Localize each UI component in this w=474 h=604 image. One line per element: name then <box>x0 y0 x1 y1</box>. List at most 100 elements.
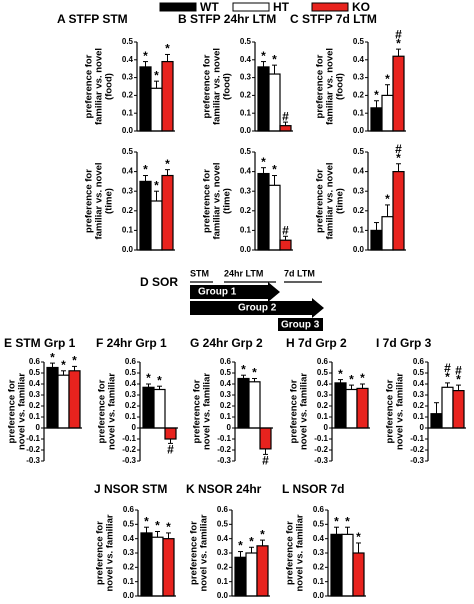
significance-mark: * <box>249 534 254 548</box>
y-tick-label: -0.3 <box>410 456 424 465</box>
significance-mark: * <box>261 155 266 169</box>
bar <box>279 239 292 251</box>
y-tick-label: 0.3 <box>123 548 135 557</box>
y-tick-label: 0.4 <box>413 379 425 388</box>
panel: H 7d Grp 2 -0.3 -0.2 -0.1 0 0.1 0.2 0.3 0.4 0.5 0.… <box>286 336 370 465</box>
y-tick-label: 0.1 <box>122 226 134 235</box>
significance-mark: * <box>144 514 149 528</box>
y-tick-label: 0.5 <box>353 147 365 156</box>
panel: F 24hr Grp 1 -0.3 -0.2 -0.1 0 0.1 0.2 0.3 0.4 0.5… <box>96 336 178 465</box>
y-tick-label: 0.2 <box>313 562 325 571</box>
y-tick-label: 0.2 <box>125 401 137 410</box>
y-tick-label: 0.4 <box>353 55 365 64</box>
significance-mark: * <box>396 151 401 165</box>
legend-swatch <box>159 2 197 12</box>
significance-mark: * <box>385 192 390 206</box>
significance-mark: # <box>262 454 269 468</box>
y-tick-label: 0.3 <box>29 390 41 399</box>
y-tick-label: 0.5 <box>122 147 134 156</box>
significance-mark: * <box>396 36 401 50</box>
y-tick-label: 0.1 <box>29 412 41 421</box>
y-tick-label: 0.4 <box>317 379 329 388</box>
y-tick-label: -0.1 <box>314 434 328 443</box>
phase-label: 24hr LTM <box>224 268 263 278</box>
significance-mark: * <box>157 373 162 387</box>
phase-label: 7d LTM <box>284 268 315 278</box>
legend-label: HT <box>273 0 290 14</box>
y-tick-label: 0.5 <box>313 519 325 528</box>
bar <box>151 536 164 597</box>
group-label: Group 3 <box>281 320 320 331</box>
bar <box>57 374 70 429</box>
bar <box>452 390 465 429</box>
panel: G 24hr Grp 2 -0.3 -0.2 -0.1 0 0.1 0.2 0.3 0.4 0.5… <box>190 336 273 468</box>
y-tick-label: 0.6 <box>313 505 325 514</box>
y-axis-label: familiar vs. novel <box>94 162 105 239</box>
bar <box>153 388 166 429</box>
bar <box>279 125 292 132</box>
y-axis-label: novel vs. familiar <box>107 373 118 450</box>
y-tick-label: 0.1 <box>125 412 137 421</box>
y-tick-label: 0.4 <box>123 534 135 543</box>
y-tick-label: 0.4 <box>29 379 41 388</box>
significance-mark: # <box>395 142 402 156</box>
y-axis-label: novel vs. familiar <box>299 373 310 450</box>
significance-mark: * <box>445 370 450 384</box>
y-tick-label: 0.1 <box>123 577 135 586</box>
y-tick-label: 0.2 <box>123 562 135 571</box>
significance-mark: * <box>143 49 148 63</box>
y-tick-label: 0.4 <box>313 534 325 543</box>
y-tick-label: 0.4 <box>240 167 252 176</box>
y-tick-label: 0.0 <box>217 591 229 600</box>
significance-mark: * <box>260 527 265 541</box>
bar <box>352 552 365 597</box>
group-arrow <box>190 282 280 302</box>
y-tick-label: 0.3 <box>353 73 365 82</box>
y-tick-label: 0.5 <box>317 368 329 377</box>
y-tick-label: 0.3 <box>240 186 252 195</box>
panel-title: C STFP 7d LTM <box>290 12 377 26</box>
y-tick-label: 0.6 <box>123 505 135 514</box>
y-tick-label: 0.5 <box>125 368 137 377</box>
y-tick-label: 0.4 <box>122 55 134 64</box>
y-tick-label: 0.0 <box>240 245 252 254</box>
y-tick-label: 0.0 <box>123 591 135 600</box>
y-tick-label: -0.3 <box>314 456 328 465</box>
panel-title: H 7d Grp 2 <box>286 336 347 350</box>
y-axis-label: preference for <box>97 379 108 443</box>
y-tick-label: 0.2 <box>240 206 252 215</box>
y-tick-label: 0.6 <box>317 357 329 366</box>
y-tick-label: 0.3 <box>122 186 134 195</box>
significance-mark: * <box>165 42 170 56</box>
bar <box>257 66 270 132</box>
significance-mark: * <box>154 68 159 82</box>
group-label: Group 1 <box>198 287 237 298</box>
significance-mark: * <box>166 520 171 534</box>
y-tick-label: 0.5 <box>413 368 425 377</box>
y-tick-label: -0.2 <box>122 445 136 454</box>
y-tick-label: 0.1 <box>413 412 425 421</box>
significance-mark: * <box>155 519 160 533</box>
significance-mark: * <box>50 350 55 364</box>
legend-label: WT <box>200 0 219 14</box>
y-axis-label: preference for <box>285 521 296 585</box>
y-tick-label: 0.2 <box>353 206 365 215</box>
y-tick-label: 0.5 <box>240 147 252 156</box>
panel: E STM Grp 1 -0.3 -0.2 -0.1 0 0.1 0.2 0.3 0.4 0.5 0… <box>4 336 82 465</box>
group-label: Group 2 <box>238 303 277 314</box>
significance-mark: # <box>282 109 289 123</box>
significance-mark: * <box>154 178 159 192</box>
y-axis-label: familiar vs. novel <box>325 162 336 239</box>
bar <box>161 174 174 251</box>
bar <box>356 387 369 429</box>
y-tick-label: 0.1 <box>240 226 252 235</box>
panel: J NSOR STM 0.0 0.1 0.2 0.3 0.4 0.5 0.6 preferenc… <box>94 482 176 600</box>
y-axis-label: (food) <box>222 73 233 100</box>
y-tick-label: 0.6 <box>220 357 232 366</box>
panel-title: D SOR <box>140 275 178 289</box>
y-tick-label: 0.0 <box>313 591 325 600</box>
legend-label: KO <box>352 0 370 14</box>
y-tick-label: 0.5 <box>29 368 41 377</box>
y-axis-label: familiar vs. novel <box>325 48 336 125</box>
y-tick-label: 0.4 <box>125 379 137 388</box>
